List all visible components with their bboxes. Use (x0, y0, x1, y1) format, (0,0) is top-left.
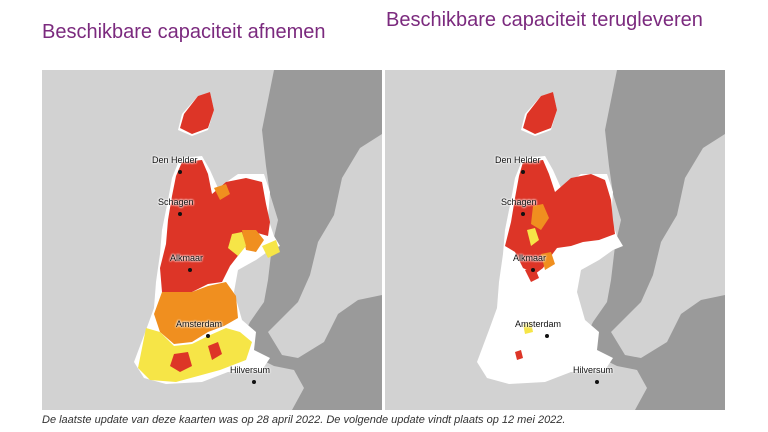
city-marker (178, 212, 182, 216)
zone-some-capacity (523, 228, 539, 334)
city-label: Schagen (158, 197, 194, 207)
zone-no-capacity (505, 92, 615, 274)
city-label: Alkmaar (170, 253, 204, 263)
city-label: Alkmaar (513, 253, 547, 263)
city-label: Schagen (501, 197, 537, 207)
zone-no-capacity-south (170, 342, 222, 372)
city-marker (252, 380, 256, 384)
map-afnemen: Den Helder Schagen Alkmaar Amsterdam Hil… (42, 70, 382, 410)
city-marker (178, 170, 182, 174)
water-ijsselmeer (240, 70, 382, 410)
map-title-afnemen: Beschikbare capaciteit afnemen (42, 21, 326, 43)
map-canvas-terugleveren (477, 70, 725, 410)
city-marker (206, 334, 210, 338)
zone-no-capacity-south (515, 268, 539, 360)
city-marker (595, 380, 599, 384)
zone-some-capacity (138, 232, 280, 382)
city-marker (188, 268, 192, 272)
update-caption: De laatste update van deze kaarten was o… (42, 414, 566, 426)
city-label: Den Helder (152, 155, 198, 165)
city-marker (521, 212, 525, 216)
city-label: Hilversum (573, 365, 614, 375)
water-ijsselmeer (583, 70, 725, 410)
city-label: Hilversum (230, 365, 271, 375)
city-marker (545, 334, 549, 338)
zone-limited-capacity (531, 204, 555, 270)
city-label: Amsterdam (515, 319, 562, 329)
zone-no-capacity (160, 92, 270, 298)
map-canvas-afnemen (134, 70, 382, 410)
map-title-terugleveren: Beschikbare capaciteit terugleveren (386, 9, 703, 31)
map-terugleveren: Den Helder Schagen Alkmaar Amsterdam Hil… (385, 70, 725, 410)
city-label: Amsterdam (176, 319, 223, 329)
city-label: Den Helder (495, 155, 541, 165)
city-marker (531, 268, 535, 272)
zone-limited-capacity (154, 184, 264, 344)
city-marker (521, 170, 525, 174)
